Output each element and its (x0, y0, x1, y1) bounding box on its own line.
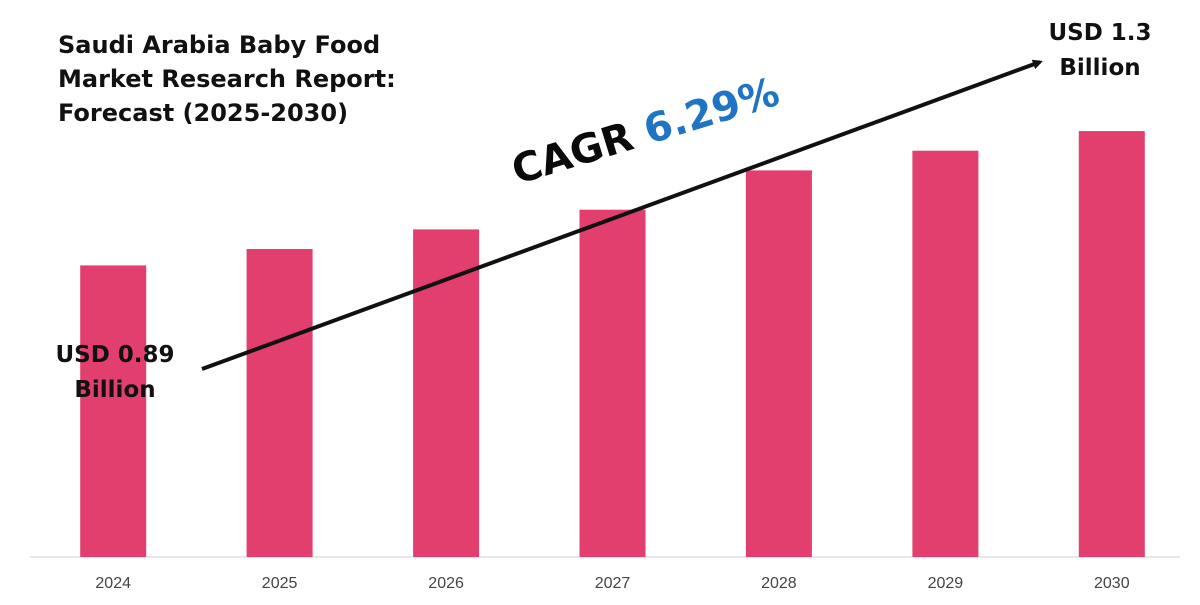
start-value-amount: USD 0.89 (55, 342, 175, 368)
start-value-label: USD 0.89 Billion (40, 338, 190, 408)
chart-title-line: Market Research Report: (58, 65, 396, 93)
chart-title: Saudi Arabia Baby Food Market Research R… (58, 28, 438, 130)
bar-2030 (1078, 131, 1145, 557)
x-tick-label-2028: 2028 (761, 575, 797, 592)
bar-2026 (413, 229, 480, 557)
x-tick-label-2024: 2024 (95, 575, 131, 592)
bar-series (80, 131, 1145, 557)
bar-2028 (745, 170, 812, 557)
bar-2027 (579, 209, 646, 557)
start-value-unit: Billion (74, 377, 156, 403)
bar-2024 (80, 265, 147, 557)
end-value-amount: USD 1.3 (1048, 20, 1152, 46)
x-tick-label-2030: 2030 (1094, 575, 1130, 592)
end-value-unit: Billion (1059, 55, 1141, 81)
bar-2029 (912, 150, 979, 557)
growth-arrow (201, 59, 1043, 371)
x-tick-label-2029: 2029 (928, 575, 964, 592)
chart-title-line: Forecast (2025-2030) (58, 99, 349, 127)
end-value-label: USD 1.3 Billion (1030, 16, 1170, 86)
x-tick-label-2026: 2026 (428, 575, 464, 592)
x-tick-labels: 2024 2025 2026 2027 2028 2029 2030 (95, 575, 1129, 592)
chart-title-line: Saudi Arabia Baby Food (58, 31, 381, 59)
x-tick-label-2025: 2025 (262, 575, 298, 592)
bar-2025 (246, 249, 313, 557)
x-tick-label-2027: 2027 (595, 575, 631, 592)
